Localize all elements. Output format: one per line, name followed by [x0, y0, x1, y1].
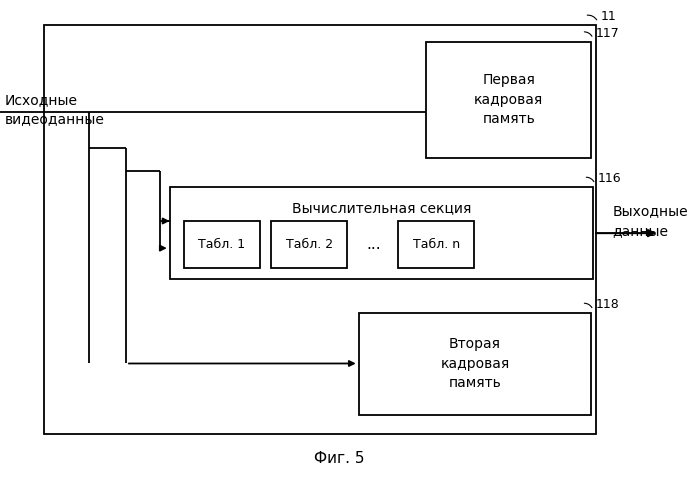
Text: ...: ...	[367, 237, 382, 252]
Bar	[169, 187, 593, 279]
Text: Фиг. 5: Фиг. 5	[314, 451, 365, 466]
Text: 117: 117	[596, 27, 620, 40]
Text: Исходные
видеоданные: Исходные видеоданные	[5, 93, 105, 126]
Text: Первая
кадровая
память: Первая кадровая память	[474, 73, 543, 127]
Bar	[272, 221, 347, 268]
Text: Вторая
кадровая
память: Вторая кадровая память	[440, 338, 510, 390]
Text: Табл. 1: Табл. 1	[198, 238, 246, 251]
Text: 11: 11	[601, 10, 617, 23]
Text: Табл. 2: Табл. 2	[286, 238, 332, 251]
Bar	[426, 42, 592, 158]
Bar	[43, 25, 596, 434]
Text: 116: 116	[598, 172, 622, 185]
Bar	[398, 221, 474, 268]
Bar	[184, 221, 260, 268]
Text: Табл. n: Табл. n	[412, 238, 460, 251]
Text: 118: 118	[596, 298, 620, 311]
Bar	[358, 313, 592, 415]
Text: Выходные
данные: Выходные данные	[612, 204, 688, 238]
Text: Вычислительная секция: Вычислительная секция	[292, 201, 471, 215]
